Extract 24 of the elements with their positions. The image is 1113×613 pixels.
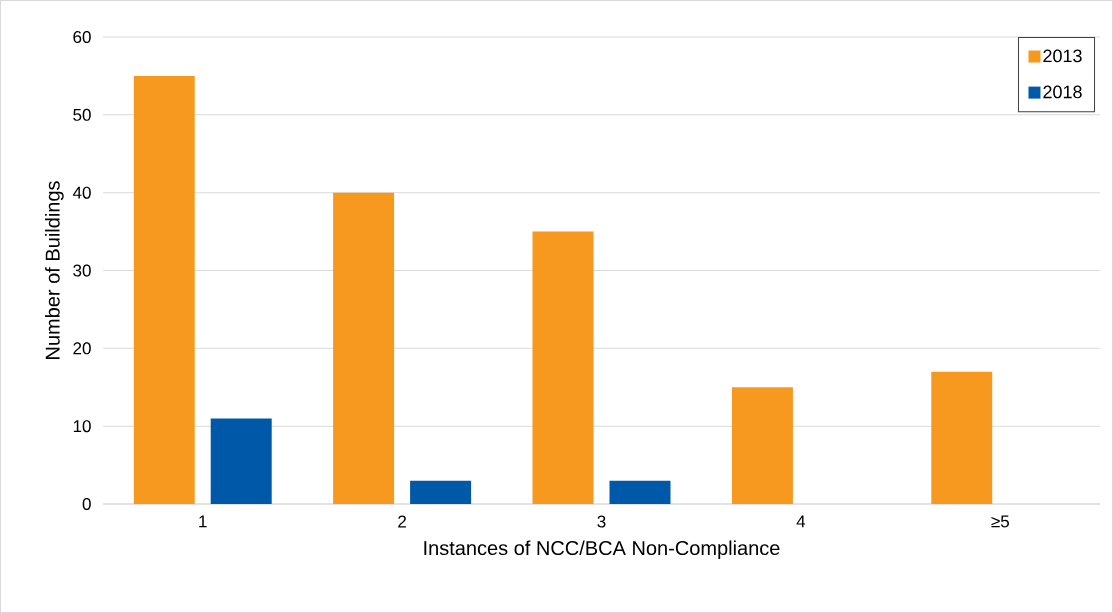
bar xyxy=(133,75,195,504)
legend-label: 2013 xyxy=(1043,49,1082,63)
bar xyxy=(731,387,793,504)
x-tick-label: 4 xyxy=(796,515,806,528)
x-axis-title: Instances of NCC/BCA Non-Compliance xyxy=(424,540,780,560)
y-tick-label: 0 xyxy=(82,497,91,511)
bar xyxy=(532,231,594,504)
x-tick-label: 2 xyxy=(398,515,406,528)
bar xyxy=(210,418,272,504)
y-tick-label: 20 xyxy=(73,342,91,355)
y-tick-label: 30 xyxy=(73,264,91,277)
x-tick-label: 3 xyxy=(597,515,606,528)
bar xyxy=(410,480,472,504)
y-axis-title: Number of Buildings xyxy=(45,181,64,359)
bar xyxy=(931,371,993,504)
y-tick-label: 60 xyxy=(73,30,91,44)
y-tick-label: 10 xyxy=(73,420,91,433)
legend-label: 2018 xyxy=(1043,85,1082,99)
x-tick-label: ≥5 xyxy=(991,515,1009,528)
bar xyxy=(333,192,395,504)
y-tick-label: 50 xyxy=(73,108,91,121)
y-tick-label: 40 xyxy=(72,186,91,199)
x-tick-label: 1 xyxy=(199,515,207,528)
bar xyxy=(609,480,671,504)
